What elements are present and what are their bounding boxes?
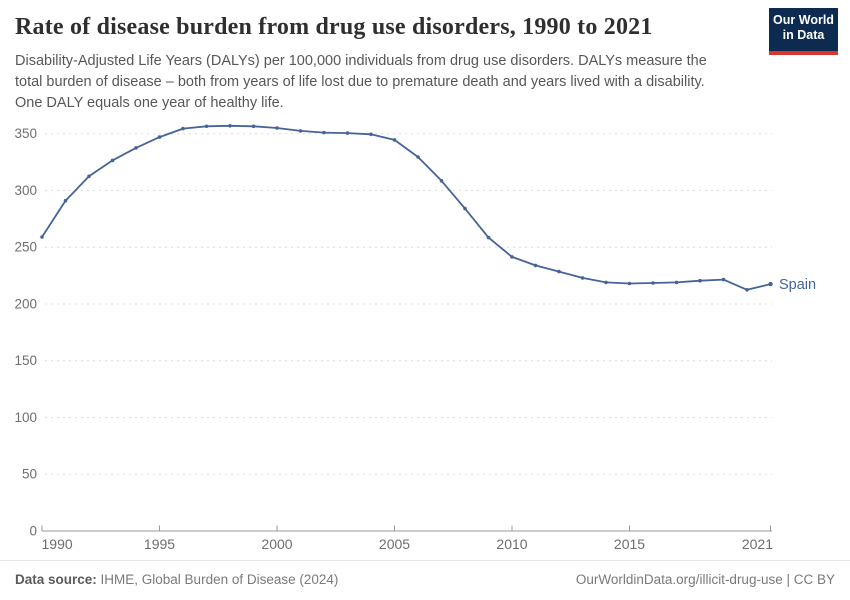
data-point xyxy=(345,131,350,135)
owid-logo[interactable]: Our World in Data xyxy=(769,8,838,55)
data-point xyxy=(87,174,91,179)
data-point xyxy=(510,255,514,259)
data-point xyxy=(674,280,679,285)
logo-line-2: in Data xyxy=(782,28,825,42)
data-point xyxy=(439,179,444,183)
y-tick-label-150: 150 xyxy=(14,353,37,368)
data-point xyxy=(110,158,115,163)
data-point xyxy=(698,278,702,283)
y-tick-label-250: 250 xyxy=(14,240,37,255)
x-tick-label-2005: 2005 xyxy=(379,536,410,552)
subtitle-line-2: total burden of disease – both from year… xyxy=(15,74,705,90)
data-point xyxy=(157,135,162,139)
data-line-spain xyxy=(41,124,772,291)
data-point xyxy=(322,130,326,135)
data-point xyxy=(627,281,632,286)
x-tick-label-2021: 2021 xyxy=(742,536,773,552)
data-point xyxy=(228,124,232,128)
y-tick-label-100: 100 xyxy=(14,410,37,425)
data-points xyxy=(40,124,773,292)
page-title: Rate of disease burden from drug use dis… xyxy=(15,14,653,40)
x-tick-label-1990: 1990 xyxy=(42,536,73,552)
data-point xyxy=(604,280,608,285)
logo-line-1: Our World xyxy=(773,13,834,27)
data-point xyxy=(721,277,726,282)
end-point-marker xyxy=(768,281,773,287)
data-point xyxy=(40,235,44,239)
footer-attribution: OurWorldinData.org/illicit-drug-use | CC… xyxy=(576,572,835,587)
chart-footer: Data source: IHME, Global Burden of Dise… xyxy=(0,560,850,600)
data-point xyxy=(275,126,279,130)
data-point xyxy=(251,124,256,129)
y-tick-label-0: 0 xyxy=(29,524,37,539)
data-point xyxy=(63,198,68,203)
subtitle-line-1: Disability-Adjusted Life Years (DALYs) p… xyxy=(15,53,707,69)
y-tick-label-200: 200 xyxy=(14,297,37,312)
data-point xyxy=(486,235,491,240)
data-source-text: IHME, Global Burden of Disease (2024) xyxy=(96,572,339,587)
chart-subtitle: Disability-Adjusted Life Years (DALYs) p… xyxy=(15,51,707,114)
data-point xyxy=(580,276,585,280)
y-tick-label-300: 300 xyxy=(14,183,37,198)
data-point xyxy=(416,155,420,159)
data-point xyxy=(369,132,373,137)
data-point xyxy=(181,126,185,131)
data-point xyxy=(204,124,209,129)
x-tick-label-2000: 2000 xyxy=(261,536,292,552)
x-tick-label-1995: 1995 xyxy=(144,536,175,552)
series-label-spain[interactable]: Spain xyxy=(779,277,816,293)
y-tick-label-50: 50 xyxy=(22,467,37,482)
x-tick-label-2010: 2010 xyxy=(496,536,527,552)
subtitle-line-3: One DALY equals one year of healthy life… xyxy=(15,95,284,111)
data-source: Data source: IHME, Global Burden of Dise… xyxy=(15,572,338,587)
data-source-label: Data source: xyxy=(15,572,97,587)
owid-url-link[interactable]: OurWorldinData.org/illicit-drug-use xyxy=(575,572,783,587)
data-point xyxy=(745,288,749,292)
y-tick-label-350: 350 xyxy=(14,126,37,141)
license-label: CC BY xyxy=(793,572,835,587)
data-point xyxy=(392,138,397,142)
data-point xyxy=(134,146,138,150)
data-point xyxy=(463,206,467,211)
data-point xyxy=(557,269,561,274)
data-point xyxy=(298,129,303,133)
data-point xyxy=(651,281,655,285)
footer-separator: | xyxy=(782,572,794,587)
data-point xyxy=(533,263,538,268)
x-tick-label-2015: 2015 xyxy=(614,536,645,552)
